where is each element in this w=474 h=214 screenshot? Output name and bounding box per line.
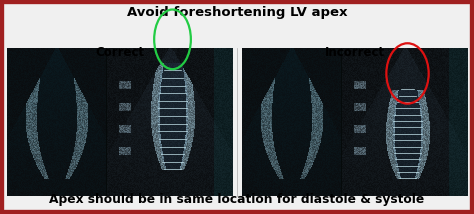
Text: Apex should be in same location for diastole & systole: Apex should be in same location for dias… [49, 193, 425, 206]
Text: Correct: Correct [95, 46, 145, 59]
Text: Incorrect: Incorrect [325, 46, 385, 59]
FancyBboxPatch shape [7, 48, 233, 196]
FancyBboxPatch shape [242, 48, 468, 196]
Text: Avoid foreshortening LV apex: Avoid foreshortening LV apex [127, 6, 347, 19]
